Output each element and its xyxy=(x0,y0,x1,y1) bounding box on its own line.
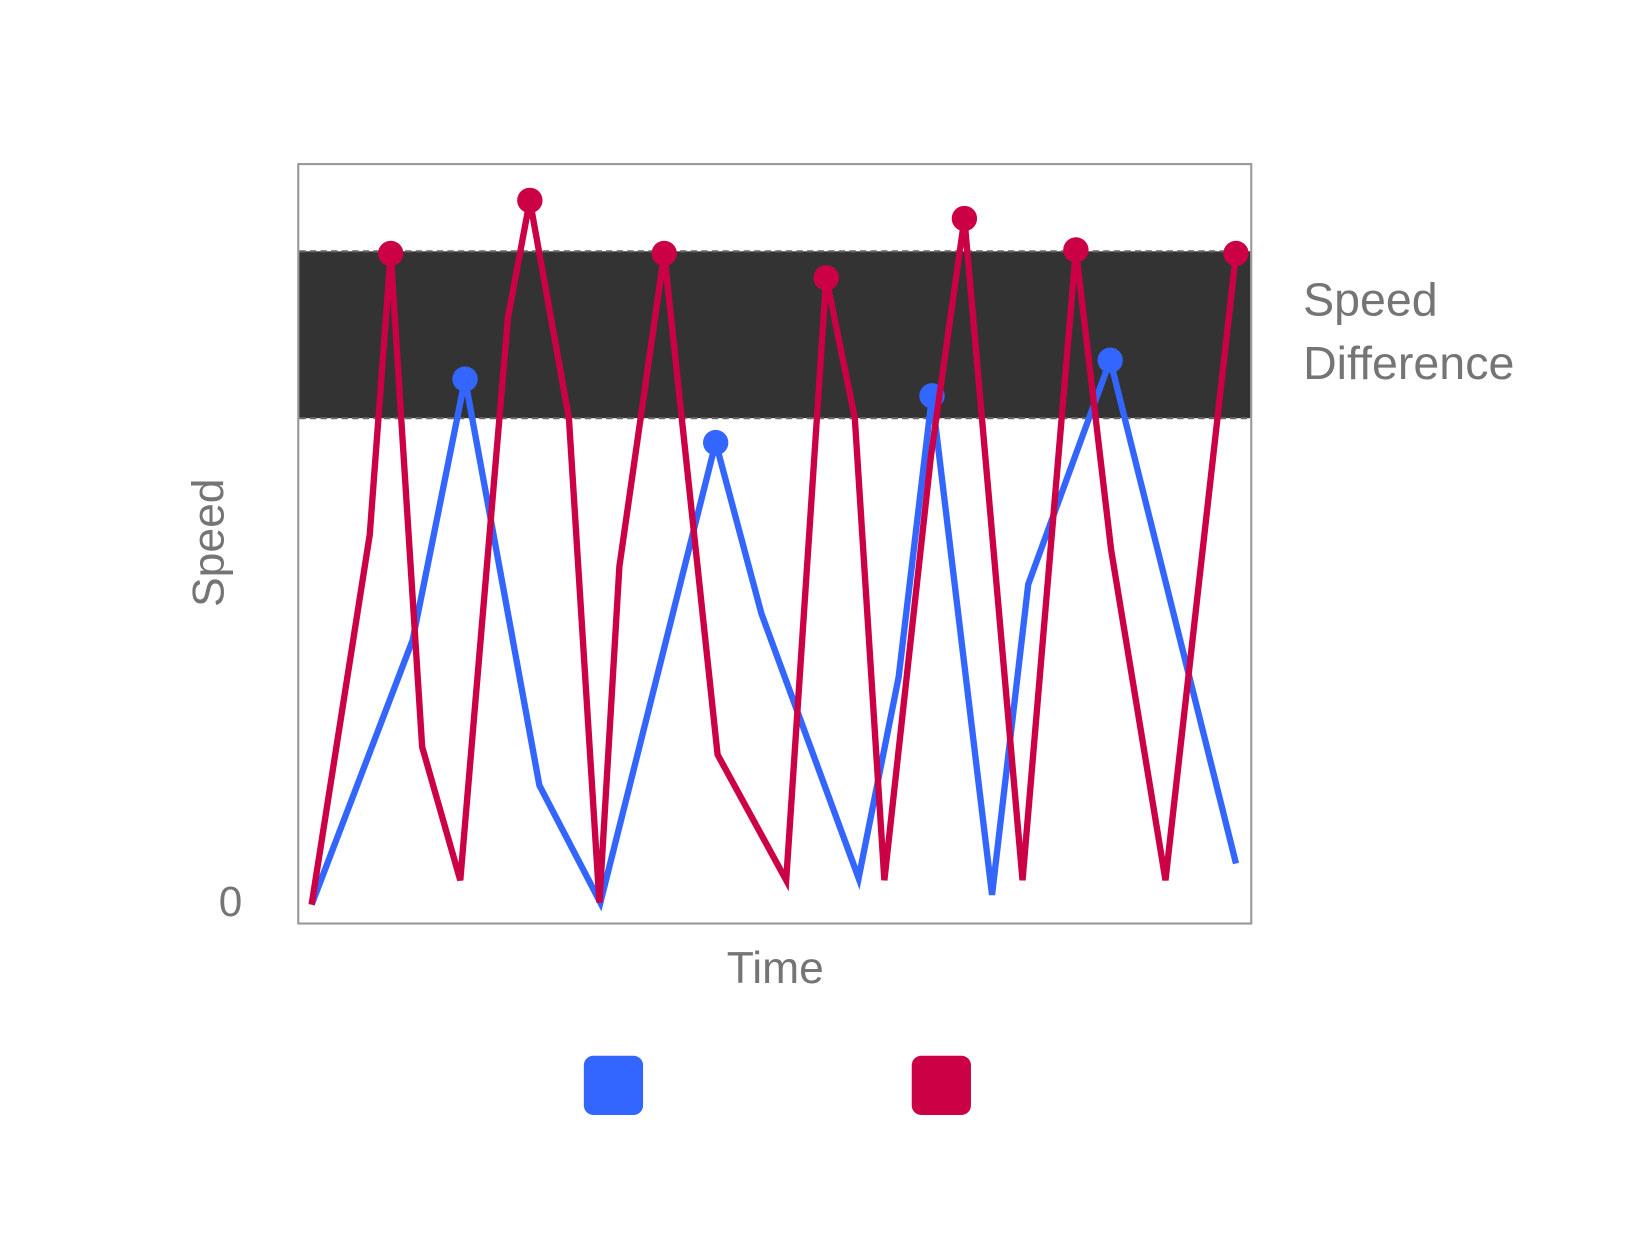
series-line xyxy=(308,349,1240,912)
x-axis-label: Time xyxy=(727,944,824,993)
y-axis-label: Speed xyxy=(184,479,233,607)
y-tick-label: 0 xyxy=(219,878,243,925)
peak-marker xyxy=(813,265,839,291)
peak-marker xyxy=(1223,240,1249,267)
plot-frame xyxy=(297,163,1253,925)
legend-swatch xyxy=(583,1055,644,1115)
legend-label: AI xyxy=(1009,1058,1051,1107)
peak-marker xyxy=(702,429,729,456)
peak-marker xyxy=(378,240,404,267)
legend-label: Ours xyxy=(681,1058,777,1107)
series-line xyxy=(308,199,1240,906)
peak-marker xyxy=(951,205,978,232)
band-label: Speed Difference xyxy=(1303,274,1515,390)
peak-marker xyxy=(1097,347,1123,373)
peak-marker xyxy=(1063,237,1089,263)
legend-swatch xyxy=(911,1055,971,1115)
peak-marker xyxy=(651,240,677,267)
peak-marker xyxy=(452,366,478,392)
peak-marker xyxy=(517,187,543,214)
speed-band xyxy=(299,251,1251,419)
band-label-box: Speed Difference xyxy=(1303,274,1515,390)
